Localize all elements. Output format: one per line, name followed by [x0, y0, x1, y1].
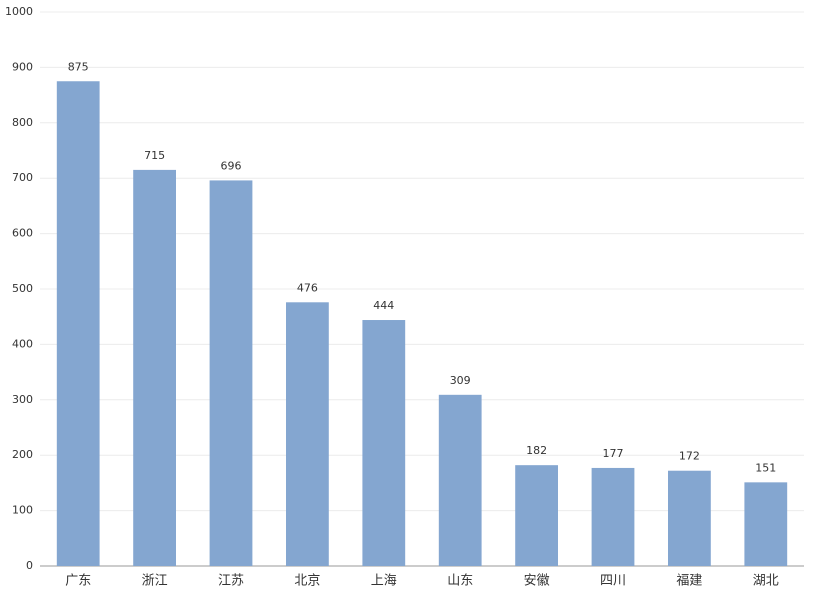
x-tick-label: 湖北 [753, 574, 779, 589]
value-label: 696 [221, 159, 242, 172]
y-tick-label: 700 [12, 171, 33, 184]
x-tick-label: 福建 [676, 574, 702, 589]
bar [286, 302, 329, 566]
x-tick-label: 浙江 [142, 574, 168, 589]
value-label: 715 [144, 149, 165, 162]
value-label: 476 [297, 281, 318, 294]
bar [209, 180, 253, 566]
bar [133, 169, 176, 566]
y-tick-label: 100 [12, 504, 33, 517]
x-tick-label: 四川 [600, 574, 626, 589]
y-tick-label: 200 [12, 448, 33, 461]
y-tick-label: 0 [26, 559, 33, 572]
bar [362, 320, 406, 566]
x-tick-label: 安徽 [524, 574, 550, 589]
y-tick-label: 500 [12, 282, 33, 295]
y-tick-label: 1000 [5, 5, 33, 18]
x-tick-label: 上海 [371, 574, 397, 589]
bar [438, 394, 482, 566]
x-tick-label: 山东 [447, 574, 473, 589]
value-label: 151 [755, 461, 776, 474]
bar [744, 482, 788, 566]
value-label: 309 [450, 374, 471, 387]
value-label: 182 [526, 444, 547, 457]
bar [515, 465, 558, 566]
y-tick-label: 300 [12, 393, 33, 406]
value-label: 444 [373, 299, 394, 312]
y-tick-label: 600 [12, 227, 33, 240]
x-tick-label: 广东 [65, 574, 91, 589]
y-tick-label: 900 [12, 60, 33, 73]
y-tick-label: 800 [12, 116, 33, 129]
value-label: 177 [603, 447, 624, 460]
value-label: 172 [679, 450, 700, 463]
x-tick-label: 江苏 [218, 573, 244, 589]
value-label: 875 [68, 60, 89, 73]
bar [668, 470, 711, 566]
bar [591, 467, 635, 566]
x-tick-label: 北京 [294, 574, 320, 589]
bar [56, 81, 100, 566]
y-tick-label: 400 [12, 337, 33, 350]
